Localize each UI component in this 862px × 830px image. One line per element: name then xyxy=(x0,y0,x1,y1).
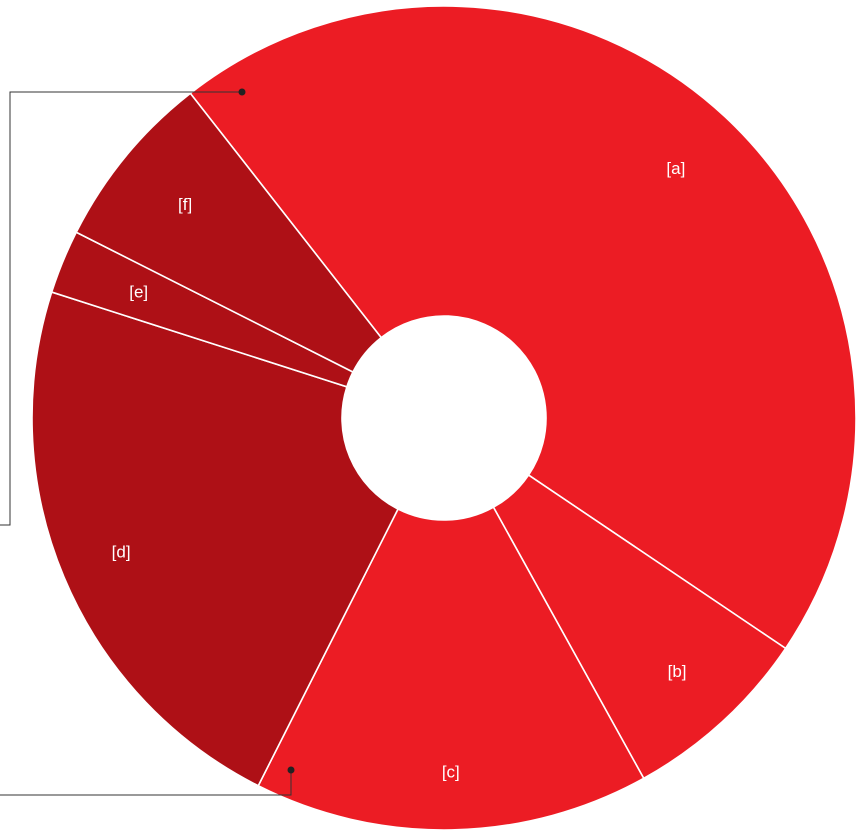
slice-b xyxy=(492,473,787,780)
chart-labels: [a] [b] [c] [d] [e] [f] xyxy=(112,159,687,782)
leader-line-d xyxy=(0,770,292,796)
slice-label-a: [a] xyxy=(666,159,685,178)
leader-dot-a xyxy=(238,88,246,96)
slice-c xyxy=(257,506,645,830)
slice-f xyxy=(75,92,383,374)
slice-label-c: [c] xyxy=(442,762,460,781)
slice-label-f: [f] xyxy=(178,195,192,214)
chart-slices xyxy=(31,5,857,830)
leader-line-a xyxy=(0,91,242,526)
slice-label-e: [e] xyxy=(129,282,148,301)
chart-leader-lines xyxy=(0,88,295,796)
leader-dot-d xyxy=(287,766,295,774)
slice-d xyxy=(31,291,400,787)
slice-a xyxy=(189,5,857,650)
slice-label-d: [d] xyxy=(112,543,131,562)
slice-label-b: [b] xyxy=(668,662,687,681)
